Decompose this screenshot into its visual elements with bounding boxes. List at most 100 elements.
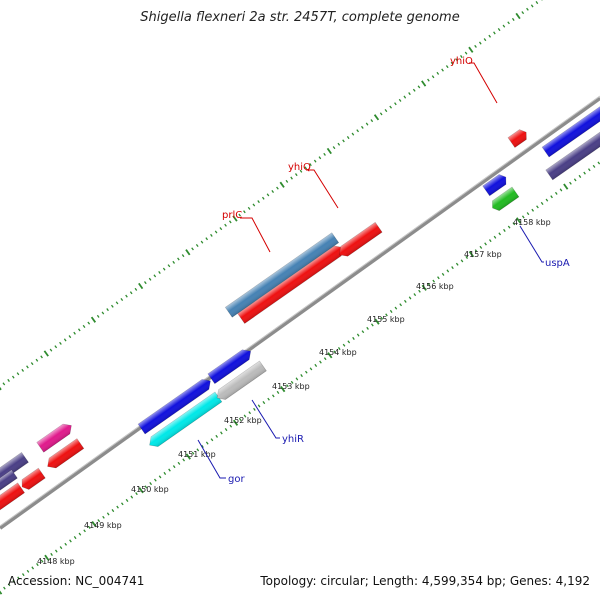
inner-track-minor-tick bbox=[418, 289, 421, 293]
outer-track-minor-tick bbox=[49, 348, 53, 352]
feature-f17[interactable] bbox=[541, 97, 600, 158]
inner-track-minor-tick bbox=[592, 164, 596, 168]
inner-track-minor-tick bbox=[196, 448, 200, 452]
inner-track-minor-tick bbox=[149, 482, 153, 486]
inner-track-minor-tick bbox=[163, 471, 167, 475]
inner-track-minor-tick bbox=[243, 414, 247, 418]
gene-label-prlC[interactable]: prlC bbox=[222, 210, 242, 221]
feature-f18[interactable] bbox=[545, 123, 600, 181]
prlC-leader-line bbox=[240, 217, 271, 253]
feature-f12[interactable] bbox=[237, 243, 346, 324]
outer-track-minor-tick bbox=[200, 240, 204, 244]
feature-f9-gloss bbox=[149, 391, 222, 447]
feature-f17-gloss bbox=[542, 100, 600, 158]
feature-f4[interactable] bbox=[0, 482, 25, 513]
feature-f8[interactable] bbox=[207, 346, 254, 385]
outer-track-minor-tick bbox=[26, 365, 29, 369]
inner-track-minor-tick bbox=[59, 546, 63, 550]
outer-track-minor-tick bbox=[54, 345, 58, 349]
feature-f5-gloss bbox=[22, 468, 46, 490]
inner-track-minor-tick bbox=[182, 458, 186, 462]
outer-track-minor-tick bbox=[115, 301, 119, 305]
outer-track-minor-tick bbox=[143, 281, 147, 285]
outer-track-minor-tick bbox=[417, 85, 421, 89]
inner-track-minor-tick bbox=[366, 326, 369, 330]
outer-track-minor-tick bbox=[427, 78, 430, 82]
inner-track-minor-tick bbox=[413, 293, 417, 297]
inner-track-minor-tick bbox=[352, 336, 355, 340]
inner-track-minor-tick bbox=[276, 390, 280, 394]
accession-text: Accession: NC_004741 bbox=[8, 574, 145, 588]
gene-label-yhiO[interactable]: yhiO bbox=[450, 56, 473, 67]
inner-track-major-tick bbox=[468, 250, 475, 258]
inner-track-minor-tick bbox=[536, 205, 539, 209]
outer-track-minor-tick bbox=[101, 311, 105, 315]
feature-f10[interactable] bbox=[214, 360, 267, 403]
inner-track-minor-tick bbox=[17, 576, 20, 580]
inner-track-minor-tick bbox=[323, 357, 327, 361]
feature-f1-gloss bbox=[0, 452, 29, 488]
inner-track-minor-tick bbox=[153, 478, 157, 482]
gene-label-gor[interactable]: gor bbox=[228, 474, 245, 485]
feature-f5[interactable] bbox=[19, 467, 46, 492]
inner-track-major-tick bbox=[185, 453, 191, 460]
feature-f16[interactable] bbox=[489, 186, 520, 213]
outer-track-minor-tick bbox=[304, 166, 308, 170]
outer-track-minor-tick bbox=[394, 102, 397, 106]
inner-track-minor-tick bbox=[238, 417, 242, 421]
outer-track-minor-tick bbox=[412, 88, 416, 92]
inner-track-minor-tick bbox=[361, 330, 365, 334]
outer-track-minor-tick bbox=[228, 220, 232, 224]
gene-label-yhiR[interactable]: yhiR bbox=[282, 434, 304, 445]
inner-track-minor-tick bbox=[437, 276, 440, 280]
inner-track-minor-tick bbox=[220, 431, 223, 435]
outer-track-major-tick bbox=[468, 46, 474, 53]
inner-track-minor-tick bbox=[286, 384, 289, 388]
kbp-label-4155: 4155 kbp bbox=[367, 315, 405, 324]
inner-track-minor-tick bbox=[479, 245, 483, 249]
inner-track-minor-tick bbox=[559, 188, 563, 192]
inner-track-minor-tick bbox=[205, 441, 209, 445]
genome-backbone-highlight bbox=[0, 95, 600, 527]
inner-track-minor-tick bbox=[248, 411, 252, 415]
feature-f3[interactable] bbox=[44, 438, 85, 472]
outer-track-minor-tick bbox=[214, 230, 218, 234]
inner-tick-track bbox=[0, 161, 600, 595]
inner-track-minor-tick bbox=[347, 340, 351, 344]
outer-track-minor-tick bbox=[82, 324, 86, 328]
inner-track-minor-tick bbox=[267, 397, 270, 401]
outer-track-minor-tick bbox=[290, 176, 293, 180]
feature-f2[interactable] bbox=[36, 421, 75, 453]
inner-track-minor-tick bbox=[427, 282, 431, 286]
kbp-label-4151: 4151 kbp bbox=[178, 450, 216, 459]
feature-f14[interactable] bbox=[507, 127, 530, 148]
gene-label-uspA[interactable]: uspA bbox=[545, 258, 570, 269]
outer-track-minor-tick bbox=[125, 294, 128, 298]
inner-track-minor-tick bbox=[97, 519, 101, 523]
outer-track-minor-tick bbox=[7, 378, 10, 382]
inner-track-minor-tick bbox=[12, 579, 16, 583]
outer-track-minor-tick bbox=[351, 132, 355, 136]
outer-track-minor-tick bbox=[21, 368, 25, 372]
gene-label-yhiQ[interactable]: yhiQ bbox=[288, 162, 311, 173]
feature-f15[interactable] bbox=[482, 172, 510, 197]
inner-track-minor-tick bbox=[309, 367, 313, 371]
inner-track-major-tick bbox=[44, 554, 50, 561]
outer-track-minor-tick bbox=[276, 186, 279, 190]
inner-track-minor-tick bbox=[7, 583, 11, 587]
feature-f9[interactable] bbox=[146, 391, 223, 450]
kbp-label-4148: 4148 kbp bbox=[37, 557, 75, 566]
inner-track-minor-tick bbox=[573, 178, 577, 182]
inner-track-minor-tick bbox=[168, 468, 171, 472]
inner-track-minor-tick bbox=[300, 374, 303, 378]
feature-f6[interactable] bbox=[0, 469, 18, 495]
kbp-label-group: 4148 kbp 4149 kbp 4150 kbp 4151 kbp 4152… bbox=[37, 218, 551, 566]
feature-f11[interactable] bbox=[224, 232, 340, 318]
outer-track-minor-tick bbox=[153, 274, 157, 278]
outer-track-minor-tick bbox=[370, 119, 374, 123]
outer-track-minor-tick bbox=[68, 335, 72, 339]
feature-f7[interactable] bbox=[137, 376, 214, 435]
outer-track-minor-tick bbox=[342, 139, 345, 143]
feature-f13[interactable] bbox=[336, 221, 383, 259]
